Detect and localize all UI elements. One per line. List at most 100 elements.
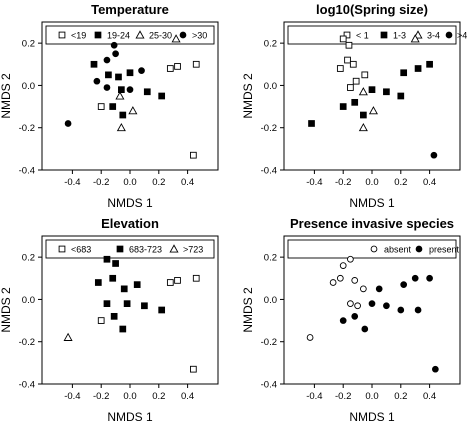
y-axis-label: NMDS 2 <box>241 73 255 119</box>
y-tick-label: -0.4 <box>261 380 277 391</box>
data-point <box>368 300 376 308</box>
legend-entry-label: 25-30 <box>149 30 172 40</box>
data-point <box>119 325 127 333</box>
data-point <box>358 87 368 96</box>
data-point <box>126 86 134 94</box>
data-point <box>97 103 105 110</box>
data-point <box>368 86 376 94</box>
legend-entry-label: 3-4 <box>427 30 440 40</box>
data-point <box>383 88 390 96</box>
y-axis-label: NMDS 2 <box>0 73 13 119</box>
series <box>97 60 200 159</box>
data-point <box>347 300 354 308</box>
legend-entry-label: absent <box>384 244 412 254</box>
series <box>97 274 200 373</box>
data-point <box>345 41 353 49</box>
y-tick-label: 0.2 <box>264 39 277 50</box>
y-tick-label: 0.0 <box>22 295 35 306</box>
legend-entry-label: 19-24 <box>107 30 130 40</box>
data-point <box>174 277 181 284</box>
legend-entry-label: >4 <box>457 30 467 40</box>
legend: <19 19-24 25-30 >30 <box>45 25 215 45</box>
data-point <box>94 279 102 286</box>
series <box>90 60 166 119</box>
x-tick-label: 0.0 <box>365 177 378 188</box>
data-point <box>166 279 174 286</box>
y-tick-label: -0.2 <box>19 337 35 348</box>
data-point <box>339 262 347 269</box>
data-point <box>112 260 119 267</box>
data-point <box>400 69 408 77</box>
x-axis-label: NMDS 1 <box>349 196 395 210</box>
x-tick-label: 0.4 <box>423 391 436 402</box>
y-tick-label: -0.2 <box>19 123 35 134</box>
data-point <box>158 92 166 100</box>
data-point <box>141 302 148 310</box>
data-point <box>336 65 344 72</box>
legend-marker <box>343 31 351 39</box>
y-tick-label: -0.2 <box>261 123 277 134</box>
data-point <box>97 317 105 324</box>
y-axis-label: NMDS 2 <box>0 287 13 333</box>
x-tick-label: 0.0 <box>123 177 136 188</box>
data-point <box>354 302 361 310</box>
data-point <box>347 255 354 263</box>
data-point <box>358 123 368 132</box>
series <box>63 332 73 341</box>
data-point <box>109 274 117 282</box>
legend-box <box>45 25 215 45</box>
data-point <box>109 103 117 110</box>
data-point <box>138 67 145 74</box>
data-point <box>329 279 337 286</box>
series <box>358 34 420 132</box>
legend-entry-label: <19 <box>71 30 86 40</box>
y-tick-label: -0.4 <box>19 380 35 391</box>
data-point <box>383 302 390 310</box>
data-point <box>368 106 378 115</box>
y-tick-label: 0.2 <box>22 39 35 50</box>
data-point <box>414 306 422 314</box>
x-axis-label: NMDS 1 <box>107 196 153 210</box>
data-point <box>116 123 126 132</box>
series <box>339 274 439 373</box>
data-point <box>361 71 369 79</box>
data-point <box>306 334 314 341</box>
data-point <box>192 274 200 282</box>
legend: absent present <box>287 239 460 259</box>
data-point <box>126 69 134 77</box>
y-tick-label: 0.0 <box>22 81 35 92</box>
legend-entry-label: >30 <box>192 30 207 40</box>
data-point <box>414 65 422 72</box>
data-point <box>361 325 369 333</box>
legend-marker <box>58 31 66 39</box>
data-point <box>344 56 351 64</box>
data-point <box>133 281 141 288</box>
chart-panel-2: log10(Spring size) -0.4 -0.2 0.0 0.2 0.4 -0.4 -… <box>241 2 467 210</box>
chart-title: Presence invasive species <box>290 216 454 231</box>
series <box>115 34 181 132</box>
data-point <box>166 65 174 72</box>
y-tick-label: -0.2 <box>261 337 277 348</box>
x-tick-label: 0.4 <box>423 177 436 188</box>
data-point <box>103 84 111 91</box>
legend-marker <box>169 244 179 253</box>
y-tick-label: 0.0 <box>264 295 277 306</box>
chart-panel-3: Elevation -0.4 -0.2 0.0 0.2 0.4 -0.4 -0.2 0.0 0.2… <box>0 216 219 424</box>
legend: < 1 1-3 3-4 >4 <box>287 25 467 45</box>
chart-title: log10(Spring size) <box>316 2 428 17</box>
data-point <box>426 274 433 282</box>
data-point <box>190 151 197 159</box>
data-point <box>336 274 344 282</box>
data-point <box>430 151 438 159</box>
data-point <box>351 312 359 320</box>
data-point <box>174 63 181 70</box>
chart-title: Temperature <box>91 2 169 17</box>
data-point <box>351 98 359 106</box>
data-point <box>397 92 405 100</box>
data-point <box>110 41 118 49</box>
x-tick-label: -0.4 <box>64 391 80 402</box>
x-tick-label: 0.4 <box>181 177 194 188</box>
x-tick-label: -0.2 <box>335 177 351 188</box>
series <box>94 255 166 333</box>
